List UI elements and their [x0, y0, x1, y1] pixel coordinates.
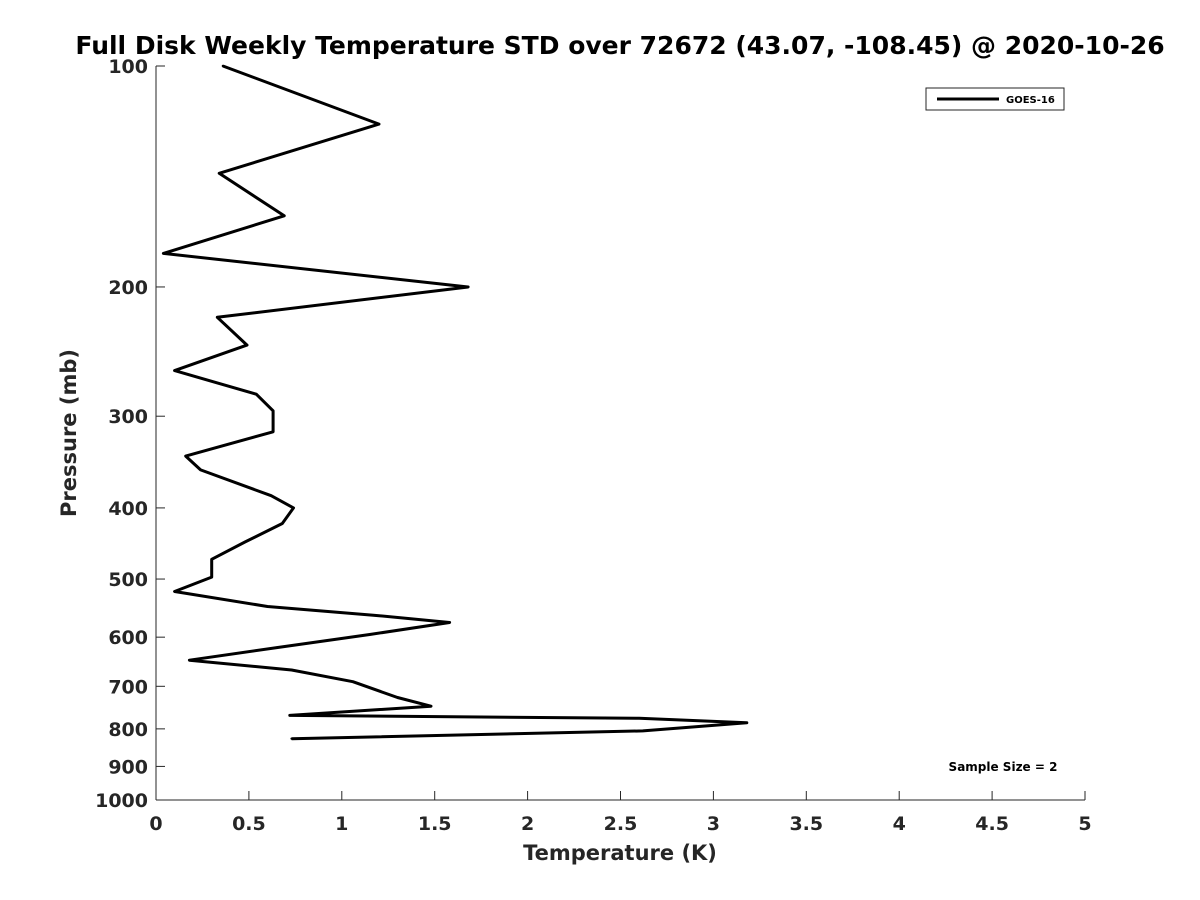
legend-label-goes-16: GOES-16: [1006, 95, 1055, 106]
data-point: [245, 343, 249, 347]
data-point: [288, 714, 291, 717]
data-point: [271, 409, 275, 413]
y-tick-label: 800: [108, 719, 148, 741]
x-tick-label: 0.5: [232, 813, 266, 835]
data-point: [173, 369, 176, 372]
data-point: [351, 680, 355, 683]
series-line-goes-16: [161, 64, 749, 741]
data-point: [266, 605, 269, 608]
y-tick-label: 500: [108, 569, 148, 591]
data-point: [210, 575, 213, 579]
data-point: [466, 285, 470, 289]
data-point: [162, 252, 165, 255]
data-point: [281, 522, 284, 525]
y-tick-label: 200: [108, 277, 148, 299]
data-point: [173, 590, 176, 593]
data-point: [290, 668, 293, 672]
data-point: [745, 721, 749, 725]
data-point: [243, 540, 247, 544]
data-point: [283, 214, 286, 218]
data-point: [290, 737, 293, 740]
y-tick-label: 300: [108, 406, 148, 428]
sample-size-annotation: Sample Size = 2: [949, 760, 1058, 774]
data-point: [368, 633, 371, 636]
y-tick-label: 400: [108, 498, 148, 520]
data-point: [221, 64, 225, 68]
x-tick-label: 3.5: [789, 813, 823, 835]
data-point: [641, 729, 644, 733]
data-point: [275, 646, 278, 649]
data-point: [199, 468, 202, 472]
data-point: [255, 393, 258, 396]
x-tick-label: 3: [707, 813, 720, 835]
y-tick-label: 600: [108, 627, 148, 649]
x-tick-label: 4.5: [975, 813, 1009, 835]
y-tick-label: 100: [108, 56, 148, 78]
y-axis-label: Pressure (mb): [57, 349, 81, 517]
data-point: [217, 172, 221, 175]
data-point: [448, 621, 451, 624]
data-point: [396, 696, 399, 699]
data-point: [377, 122, 381, 126]
series-layer: [161, 64, 749, 741]
x-ticks: 0 0.5 1 1.5 2 2.5 3 3.5 4 4.5 5: [149, 791, 1092, 835]
data-point: [210, 558, 213, 561]
data-point: [292, 506, 295, 510]
x-tick-label: 0: [149, 813, 162, 835]
data-point: [637, 717, 641, 720]
x-tick-label: 1: [335, 813, 348, 835]
data-point: [429, 704, 433, 708]
x-tick-label: 2.5: [604, 813, 638, 835]
legend: GOES-16: [925, 87, 1065, 111]
data-point: [184, 454, 187, 458]
x-tick-label: 4: [893, 813, 906, 835]
data-point: [188, 659, 191, 662]
y-tick-label: 900: [108, 756, 148, 778]
x-tick-label: 2: [521, 813, 534, 835]
data-point: [269, 494, 273, 497]
x-tick-label: 1.5: [418, 813, 452, 835]
y-tick-label: 700: [108, 676, 148, 698]
x-tick-label: 5: [1078, 813, 1091, 835]
chart-title: Full Disk Weekly Temperature STD over 72…: [75, 31, 1164, 60]
data-point: [372, 613, 375, 617]
data-point: [271, 430, 275, 433]
y-tick-label: 1000: [95, 790, 148, 812]
y-ticks: 100 200 300 400 500 600 700 800 900 1000: [95, 56, 165, 812]
x-axis-label: Temperature (K): [523, 841, 717, 865]
data-point: [216, 316, 219, 319]
